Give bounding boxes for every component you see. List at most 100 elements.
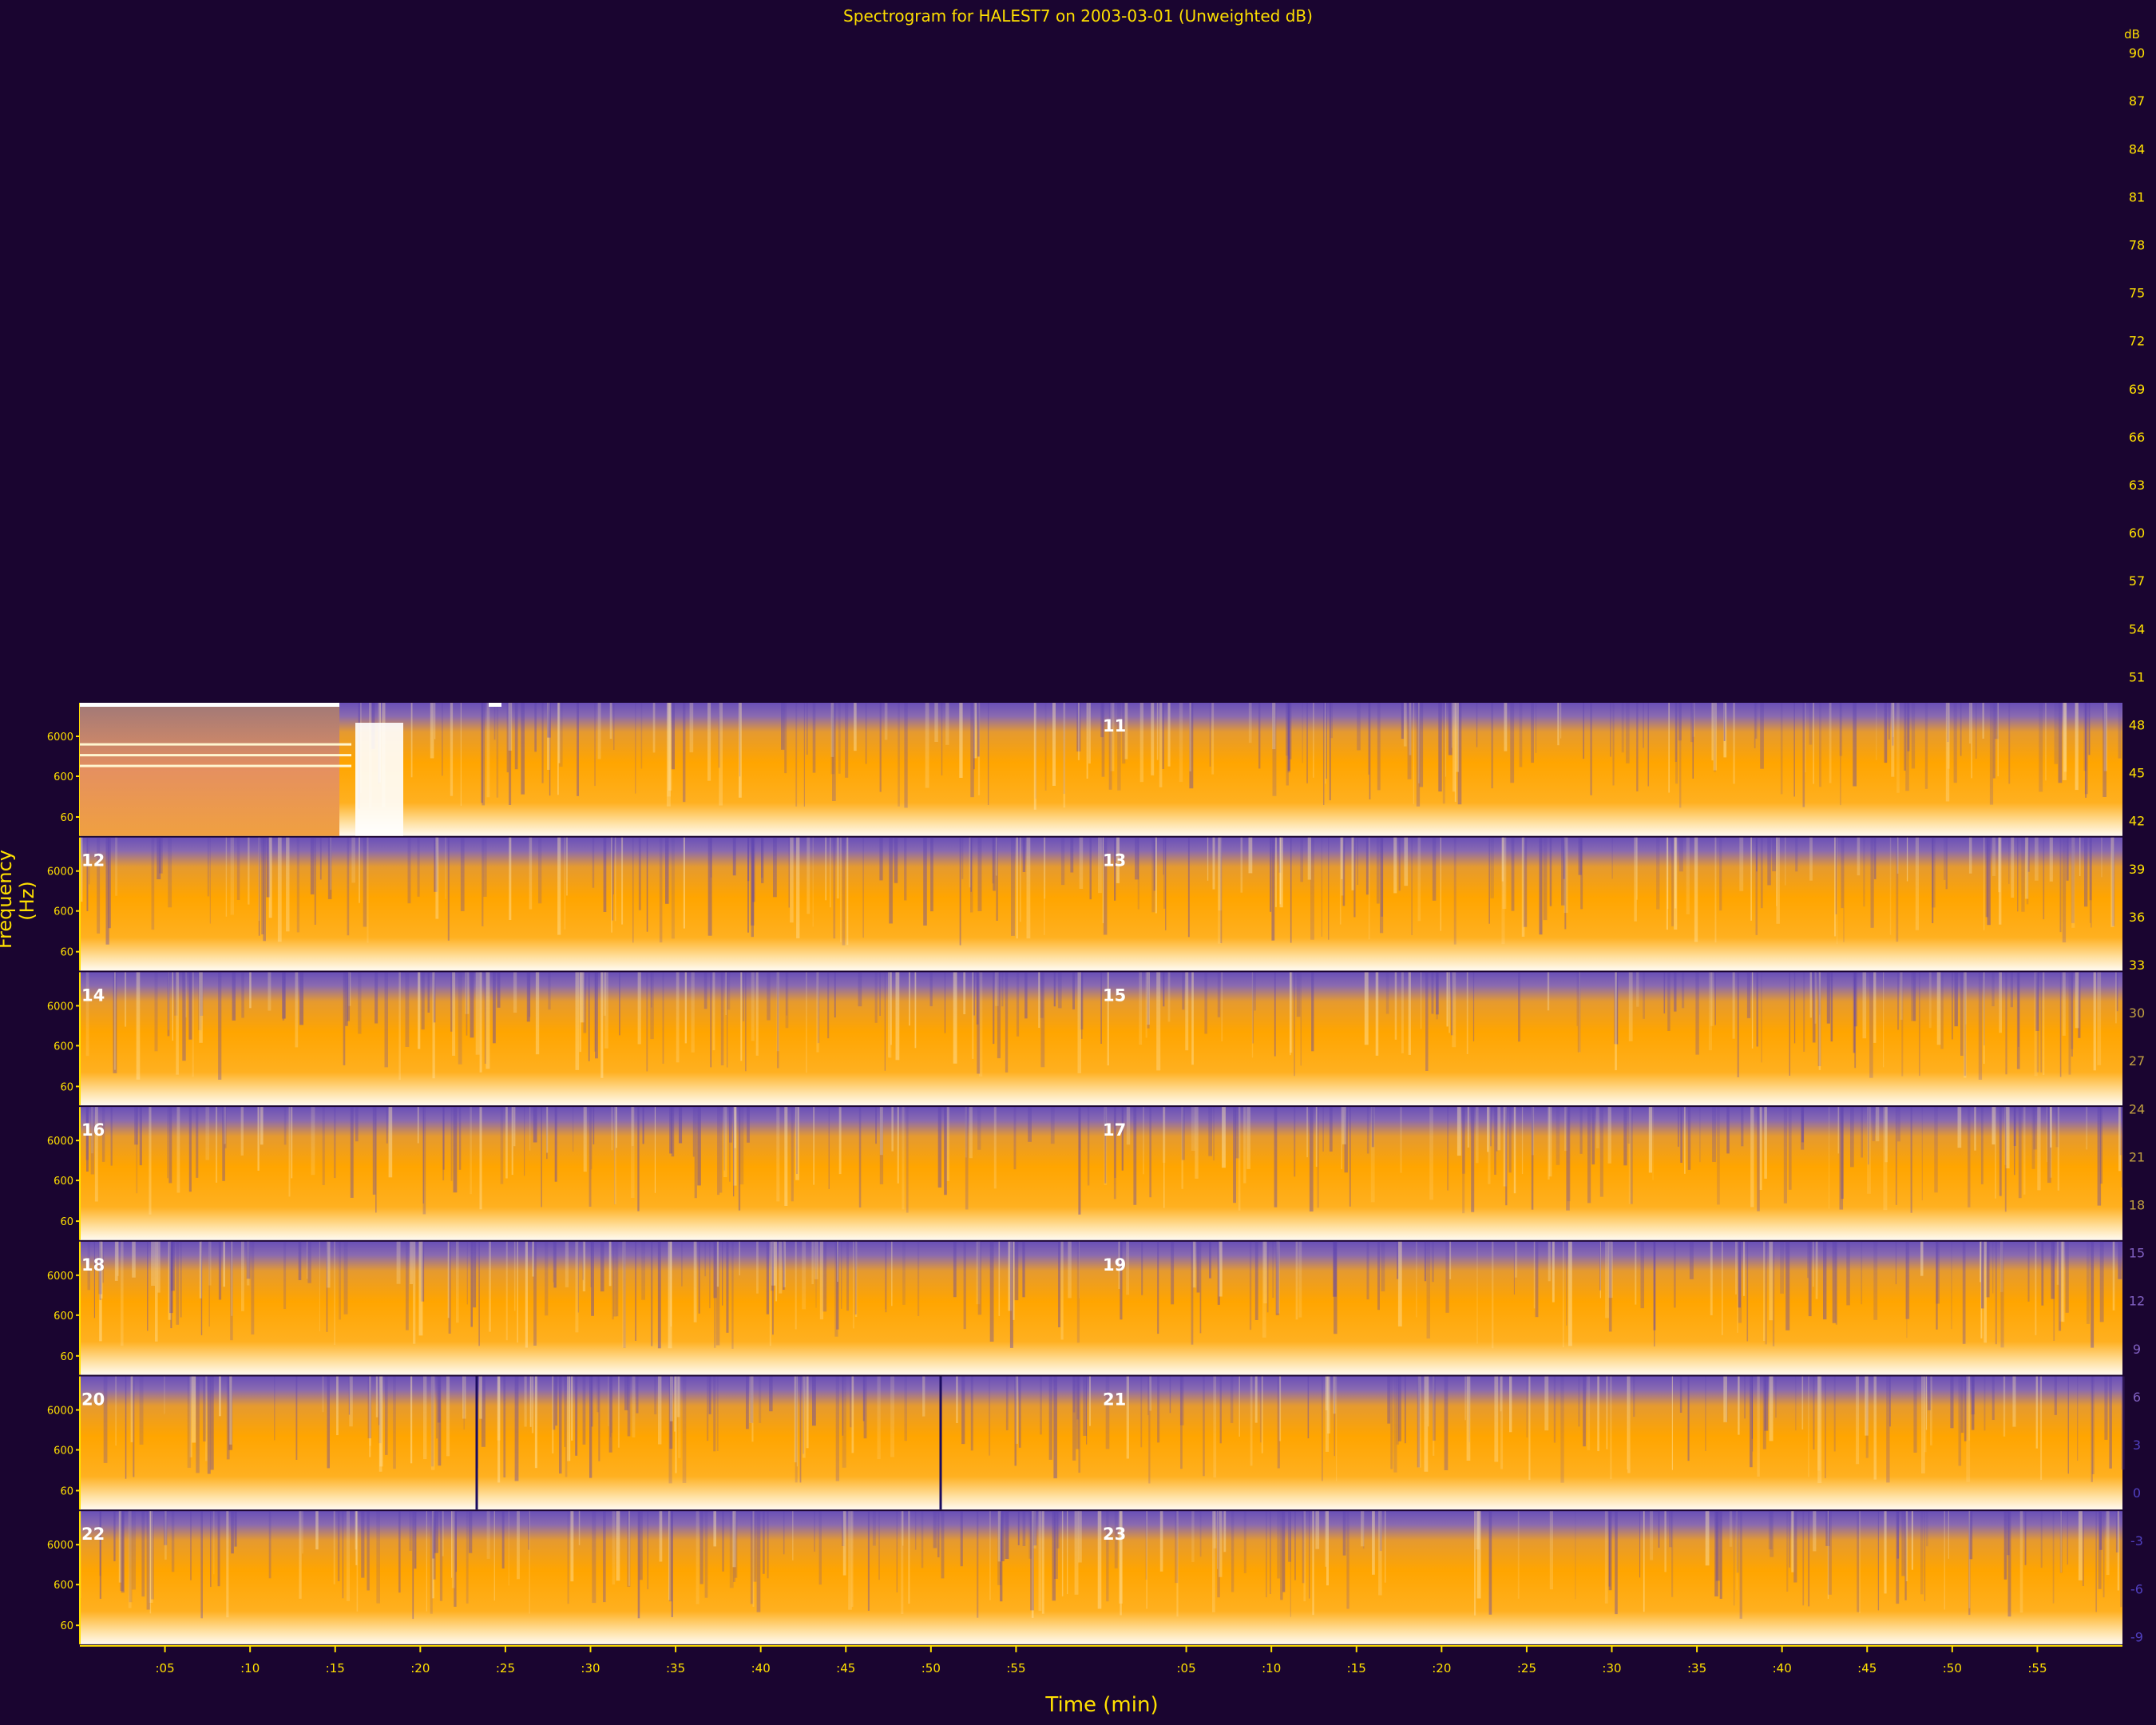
colorbar-tick-label: 30 xyxy=(2129,1005,2145,1021)
texture-streak xyxy=(1275,837,1277,907)
texture-streak xyxy=(240,1107,244,1156)
texture-streak xyxy=(1196,1241,1200,1293)
texture-streak xyxy=(1564,837,1567,930)
texture-streak xyxy=(1533,1241,1536,1309)
texture-streak xyxy=(283,1107,287,1145)
texture-streak xyxy=(580,972,585,1023)
texture-streak xyxy=(133,1376,135,1477)
texture-streak xyxy=(921,1511,924,1568)
texture-streak xyxy=(315,1511,319,1550)
texture-streak xyxy=(497,1376,501,1483)
texture-streak xyxy=(1016,837,1018,939)
texture-streak xyxy=(756,1241,759,1294)
texture-streak xyxy=(953,972,957,1064)
texture-streak xyxy=(1795,1376,1797,1431)
texture-streak xyxy=(1511,837,1515,911)
texture-streak xyxy=(732,837,736,876)
texture-streak xyxy=(1315,1511,1320,1549)
texture-streak xyxy=(678,1376,681,1458)
texture-streak xyxy=(1510,703,1515,783)
texture-streak xyxy=(612,837,614,921)
texture-streak xyxy=(1323,703,1325,805)
texture-streak xyxy=(345,972,348,1026)
texture-streak xyxy=(1531,1107,1535,1156)
texture-streak xyxy=(2049,1107,2052,1178)
texture-streak xyxy=(718,703,720,768)
texture-streak xyxy=(1044,837,1046,899)
texture-streak xyxy=(172,972,173,1041)
texture-streak xyxy=(1736,1511,1738,1590)
texture-streak xyxy=(1841,837,1844,909)
texture-streak xyxy=(462,1376,466,1419)
texture-streak xyxy=(130,1376,133,1442)
texture-streak xyxy=(168,837,172,908)
texture-streak xyxy=(99,1511,101,1576)
texture-streak xyxy=(579,972,581,1053)
texture-streak xyxy=(1024,972,1028,1019)
texture-streak xyxy=(726,1241,729,1333)
texture-streak xyxy=(1387,1376,1391,1424)
texture-streak xyxy=(694,1107,697,1199)
texture-streak xyxy=(509,703,512,805)
texture-streak xyxy=(1407,703,1412,779)
spectrogram-band xyxy=(80,1107,2122,1240)
texture-streak xyxy=(2097,1107,2102,1206)
texture-streak xyxy=(806,972,807,1073)
texture-streak xyxy=(2115,972,2117,1024)
texture-streak xyxy=(1417,837,1421,922)
texture-streak xyxy=(565,1241,569,1287)
texture-streak xyxy=(592,1511,596,1604)
texture-streak xyxy=(1272,1241,1274,1299)
texture-streak xyxy=(2000,1241,2003,1292)
texture-streak xyxy=(553,1241,557,1288)
texture-streak xyxy=(433,972,436,1023)
texture-streak xyxy=(1874,837,1877,879)
texture-streak xyxy=(1209,1241,1211,1279)
colorbar-tick-label: -3 xyxy=(2130,1533,2143,1549)
texture-streak xyxy=(113,1511,116,1561)
texture-streak xyxy=(1028,1511,1032,1559)
texture-streak xyxy=(1070,837,1074,873)
texture-streak xyxy=(2027,1241,2030,1302)
texture-streak xyxy=(1968,837,1972,874)
texture-streak xyxy=(1408,972,1411,1055)
texture-streak xyxy=(200,1511,203,1619)
texture-streak xyxy=(90,1107,94,1175)
texture-streak xyxy=(1968,703,1972,744)
texture-streak xyxy=(969,1107,973,1159)
texture-streak xyxy=(842,837,846,946)
texture-streak xyxy=(1453,703,1456,792)
texture-streak xyxy=(1884,1511,1887,1594)
texture-streak xyxy=(676,1376,680,1418)
texture-streak xyxy=(1919,972,1920,1077)
texture-streak xyxy=(1312,1511,1314,1616)
texture-streak xyxy=(2099,1511,2102,1550)
texture-streak xyxy=(946,1107,949,1181)
texture-streak xyxy=(1857,1511,1860,1612)
texture-streak xyxy=(2115,1511,2119,1552)
texture-streak xyxy=(521,703,525,795)
texture-streak xyxy=(1764,1107,1767,1179)
texture-streak xyxy=(379,1376,383,1467)
texture-streak xyxy=(222,1107,225,1181)
texture-streak xyxy=(1563,837,1568,914)
texture-streak xyxy=(347,837,350,936)
texture-streak xyxy=(176,1107,180,1193)
texture-streak xyxy=(1762,1376,1766,1449)
texture-streak xyxy=(603,972,606,1016)
texture-streak xyxy=(1875,1107,1880,1142)
texture-streak xyxy=(1981,1241,1984,1309)
texture-streak xyxy=(802,1241,807,1310)
texture-streak xyxy=(1165,837,1167,930)
texture-streak xyxy=(1217,1241,1220,1305)
texture-streak xyxy=(1271,837,1275,941)
texture-streak xyxy=(806,1376,809,1449)
texture-streak xyxy=(1063,703,1065,794)
texture-streak xyxy=(513,972,517,1013)
texture-streak xyxy=(479,1376,482,1419)
texture-streak xyxy=(192,972,194,1077)
texture-streak xyxy=(184,972,187,1017)
texture-streak xyxy=(1159,1511,1163,1572)
texture-streak xyxy=(845,703,849,778)
